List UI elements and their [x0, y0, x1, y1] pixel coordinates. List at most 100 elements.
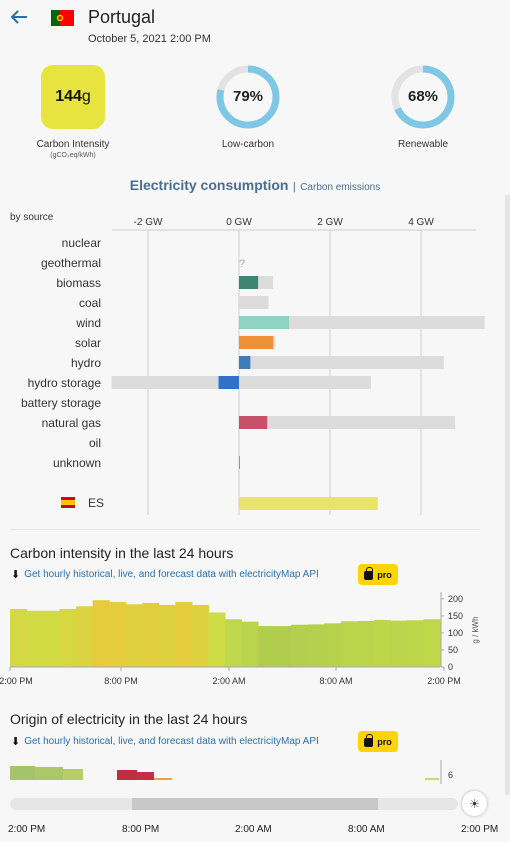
- y-tick-label: 150: [448, 611, 463, 621]
- low-carbon-donut: [216, 65, 280, 129]
- portugal-flag-icon: [51, 10, 74, 26]
- timeline-slider[interactable]: [10, 798, 458, 810]
- origin-area-renewable: [35, 767, 63, 780]
- y-axis-label: g / kWh: [471, 616, 480, 643]
- zone-title: Portugal: [88, 7, 156, 27]
- download-link-text[interactable]: Get hourly historical, live, and forecas…: [24, 569, 319, 580]
- carbon-intensity-label: Carbon Intensity: [36, 139, 110, 150]
- theme-toggle-button[interactable]: ☀: [462, 791, 487, 816]
- origin-area-gas: [137, 772, 154, 780]
- intensity-bar: [109, 601, 127, 667]
- section-divider: [10, 529, 480, 530]
- download-icon: ⬇: [11, 569, 21, 581]
- scrollbar[interactable]: [505, 195, 510, 795]
- capacity-bar: [239, 296, 269, 309]
- timeline-tick: 8:00 PM: [122, 824, 160, 835]
- intensity-bar: [191, 604, 209, 667]
- source-label: nuclear: [62, 236, 101, 250]
- origin-area-solar: [154, 778, 172, 780]
- y-tick-label: 0: [448, 662, 453, 672]
- x-tick-label: 2:00 PM: [0, 676, 33, 686]
- chart-tabs: Electricity consumption | Carbon emissio…: [0, 177, 510, 195]
- intensity-bar: [406, 620, 424, 667]
- back-arrow-icon[interactable]: [8, 6, 30, 28]
- timeline-tick: 2:00 PM: [8, 824, 46, 835]
- source-label: battery storage: [21, 396, 101, 410]
- low-carbon-value: 79%: [232, 88, 264, 105]
- intensity-bar: [307, 624, 325, 667]
- lock-icon: [364, 567, 374, 580]
- tab-carbon-emissions[interactable]: Carbon emissions: [300, 182, 381, 193]
- y-tick-label: 100: [448, 628, 463, 638]
- download-link[interactable]: ⬇ Get hourly historical, live, and forec…: [11, 568, 319, 581]
- exchange-label: ES: [88, 496, 104, 510]
- renewable-label: Renewable: [397, 139, 449, 150]
- pro-label: pro: [377, 736, 392, 747]
- x-tick-label: -2 GW: [134, 217, 163, 228]
- zone-datetime: October 5, 2021 2:00 PM: [88, 33, 211, 45]
- intensity-bar: [324, 623, 342, 667]
- tab-electricity-consumption[interactable]: Electricity consumption: [129, 177, 289, 193]
- source-label: natural gas: [42, 416, 101, 430]
- source-label: biomass: [56, 276, 101, 290]
- source-label: solar: [75, 336, 101, 350]
- origin-area-gas: [117, 770, 137, 780]
- carbon-intensity-history-title: Carbon intensity in the last 24 hours: [10, 545, 234, 561]
- x-tick-label: 0 GW: [226, 217, 252, 228]
- intensity-bar: [274, 626, 292, 667]
- intensity-bar: [59, 609, 77, 667]
- intensity-bar: [241, 621, 259, 667]
- intensity-bar: [158, 604, 176, 667]
- origin-y-tick-label: 6: [448, 770, 453, 780]
- origin-history-title: Origin of electricity in the last 24 hou…: [10, 711, 248, 727]
- intensity-bar: [43, 610, 61, 667]
- origin-area-renewable: [425, 778, 439, 780]
- intensity-bar: [92, 600, 110, 667]
- sun-icon: ☀: [469, 796, 480, 811]
- source-label: unknown: [53, 456, 101, 470]
- intensity-bar: [291, 624, 309, 667]
- production-bar: [218, 376, 239, 389]
- intensity-bar: [125, 604, 143, 667]
- y-tick-label: 50: [448, 645, 458, 655]
- x-tick-label: 4 GW: [408, 217, 434, 228]
- intensity-bar: [225, 619, 243, 667]
- low-carbon-label: Low-carbon: [221, 139, 275, 150]
- production-bar: [239, 336, 274, 349]
- intensity-bar: [340, 621, 358, 667]
- x-tick-label: 2:00 AM: [212, 676, 245, 686]
- download-link-text[interactable]: Get hourly historical, live, and forecas…: [24, 736, 319, 747]
- origin-area-renewable: [63, 769, 83, 780]
- intensity-bar: [423, 619, 441, 667]
- source-label: oil: [89, 436, 101, 450]
- x-tick-label: 2:00 PM: [427, 676, 461, 686]
- intensity-bar: [142, 602, 160, 667]
- download-link-2[interactable]: ⬇ Get hourly historical, live, and forec…: [11, 735, 319, 748]
- production-bar: [239, 276, 259, 289]
- carbon-intensity-sublabel: (gCO₂eq/kWh): [50, 152, 96, 159]
- pro-badge-2[interactable]: pro: [358, 731, 398, 752]
- pro-badge[interactable]: pro: [358, 564, 398, 585]
- timeline-tick: 8:00 AM: [348, 824, 385, 835]
- x-tick-label: 2 GW: [317, 217, 343, 228]
- capacity-bar: [111, 376, 371, 389]
- intensity-bar: [208, 612, 226, 667]
- production-bar: [239, 416, 268, 429]
- carbon-intensity-history-chart[interactable]: 0 50 100 150 200 g / kWh 2:00 PM 8:00 PM 2:00 AM…: [0, 588, 510, 688]
- origin-area-renewable: [10, 766, 35, 780]
- intensity-bar: [357, 620, 375, 667]
- capacity-bar: [239, 416, 456, 429]
- timeline-selection[interactable]: [132, 798, 378, 810]
- intensity-bar: [26, 610, 44, 667]
- carbon-intensity-value: 144: [55, 88, 82, 105]
- origin-history-chart[interactable]: 6: [0, 760, 510, 784]
- header: Portugal October 5, 2021 2:00 PM: [0, 0, 510, 52]
- renewable-value: 68%: [407, 88, 439, 105]
- capacity-bar: [239, 316, 485, 329]
- source-label: hydro storage: [28, 376, 102, 390]
- download-icon: ⬇: [11, 736, 21, 748]
- tab-separator: |: [292, 181, 296, 193]
- intensity-bar: [76, 606, 94, 667]
- intensity-bar: [390, 620, 408, 667]
- intensity-bar: [10, 609, 28, 667]
